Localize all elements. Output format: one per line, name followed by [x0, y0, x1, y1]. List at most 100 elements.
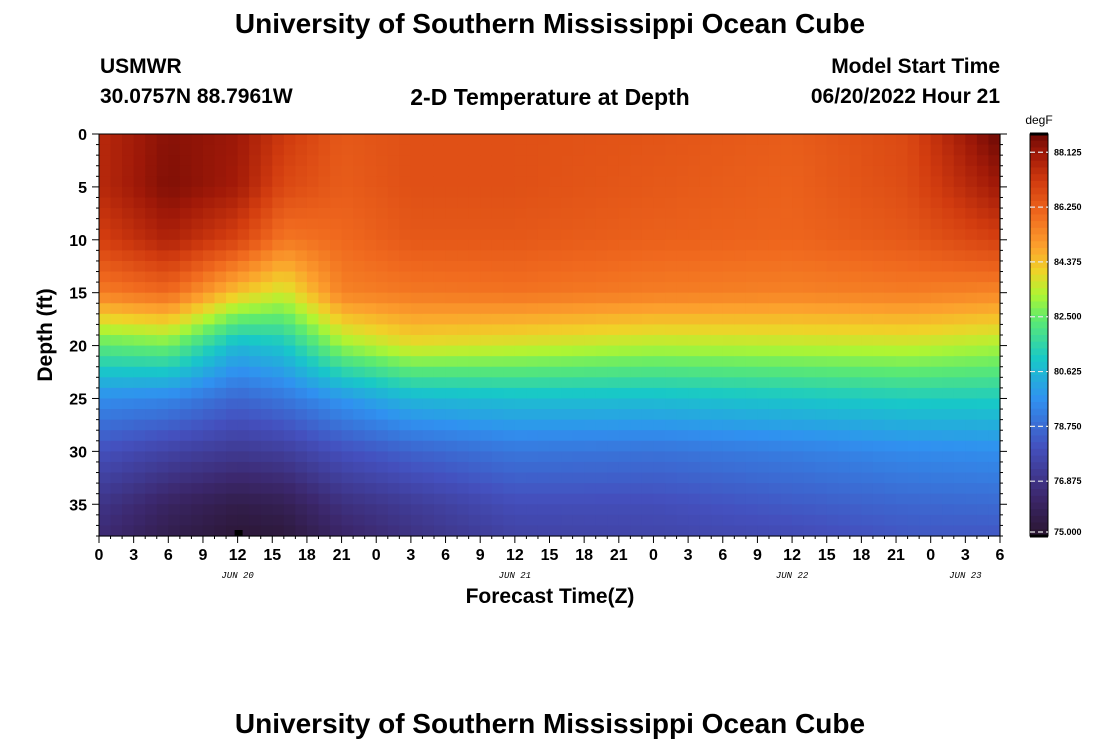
heatmap-cell [133, 292, 146, 304]
heatmap-cell [607, 208, 620, 220]
heatmap-cell [318, 461, 331, 474]
colorbar-swatch [1030, 502, 1048, 510]
heatmap-cell [260, 313, 273, 326]
heatmap-cell [630, 208, 643, 220]
heatmap-cell [665, 271, 678, 283]
heatmap-cell [561, 356, 574, 368]
heatmap-cell [514, 218, 527, 230]
heatmap-cell [803, 504, 816, 516]
heatmap-cell [757, 525, 770, 537]
heatmap-cell [792, 313, 805, 326]
heatmap-cell [942, 472, 955, 484]
heatmap-cell [433, 165, 447, 177]
heatmap-cell [410, 461, 424, 474]
heatmap-cell [757, 419, 770, 431]
heatmap-cell [561, 430, 574, 442]
heatmap-cell [826, 440, 839, 452]
heatmap-cell [526, 165, 539, 177]
heatmap-cell [191, 472, 204, 484]
heatmap-cell [665, 155, 678, 167]
heatmap-cell [780, 134, 793, 146]
heatmap-cell [676, 525, 689, 537]
heatmap-cell [145, 260, 158, 273]
colorbar-swatch [1030, 134, 1048, 142]
heatmap-cell [849, 451, 862, 463]
heatmap-cell [226, 208, 239, 220]
heatmap-cell [872, 377, 886, 389]
heatmap-cell [353, 483, 366, 495]
heatmap-cell [399, 483, 412, 495]
heatmap-cell [318, 282, 331, 294]
heatmap-cell [480, 176, 493, 188]
heatmap-cell [861, 292, 874, 304]
heatmap-cell [907, 356, 920, 368]
heatmap-cell [930, 250, 943, 262]
heatmap-cell [306, 313, 320, 326]
heatmap-cell [630, 144, 643, 156]
heatmap-cell [907, 440, 920, 452]
heatmap-cell [896, 335, 909, 347]
heatmap-cell [179, 260, 193, 273]
heatmap-cell [561, 134, 574, 146]
heatmap-cell [272, 165, 285, 177]
heatmap-cell [976, 430, 990, 442]
heatmap-cell [872, 483, 886, 495]
heatmap-cell [237, 303, 250, 315]
heatmap-cell [734, 398, 747, 410]
heatmap-cell [722, 504, 735, 516]
heatmap-cell [457, 324, 470, 336]
heatmap-cell [399, 398, 412, 410]
heatmap-cell [676, 398, 689, 410]
heatmap-cell [445, 144, 458, 156]
heatmap-cell [561, 186, 574, 199]
heatmap-cell [676, 366, 689, 378]
heatmap-cell [179, 134, 193, 146]
heatmap-cell [514, 356, 527, 368]
heatmap-cell [803, 282, 816, 294]
heatmap-cell [237, 440, 250, 452]
heatmap-cell [295, 504, 308, 516]
heatmap-cell [734, 250, 747, 262]
heatmap-cell [468, 409, 481, 421]
heatmap-cell [318, 239, 331, 251]
heatmap-cell [318, 134, 331, 146]
heatmap-cell [734, 134, 747, 146]
heatmap-cell [168, 197, 181, 209]
heatmap-cell [249, 250, 262, 262]
colorbar-swatch [1030, 180, 1048, 189]
heatmap-cell [676, 282, 689, 294]
heatmap-cell [595, 493, 608, 505]
heatmap-cell [330, 377, 343, 389]
heatmap-cell [803, 313, 816, 326]
heatmap-cell [387, 409, 400, 421]
heatmap-cell [745, 239, 759, 251]
heatmap-cell [537, 282, 551, 294]
heatmap-cell [584, 250, 597, 262]
heatmap-cell [422, 313, 435, 326]
heatmap-cell [537, 271, 551, 283]
heatmap-cell [849, 208, 862, 220]
x-date-label: JUN 23 [949, 571, 982, 581]
heatmap-cell [584, 324, 597, 336]
heatmap-cell [896, 366, 909, 378]
heatmap-cell [387, 134, 400, 146]
heatmap-cell [780, 176, 793, 188]
heatmap-cell [549, 144, 562, 156]
heatmap-cell [699, 155, 712, 167]
heatmap-cell [699, 218, 712, 230]
heatmap-cell [722, 260, 735, 273]
heatmap-cell [237, 292, 250, 304]
heatmap-cell [433, 324, 447, 336]
heatmap-cell [688, 303, 701, 315]
heatmap-cell [260, 144, 273, 156]
heatmap-cell [318, 398, 331, 410]
heatmap-cell [202, 144, 216, 156]
heatmap-cell [884, 144, 897, 156]
heatmap-cell [133, 419, 146, 431]
heatmap-cell [907, 303, 920, 315]
heatmap-cell [930, 377, 943, 389]
heatmap-cell [191, 356, 204, 368]
heatmap-cell [584, 419, 597, 431]
heatmap-cell [295, 430, 308, 442]
heatmap-cell [965, 313, 978, 326]
